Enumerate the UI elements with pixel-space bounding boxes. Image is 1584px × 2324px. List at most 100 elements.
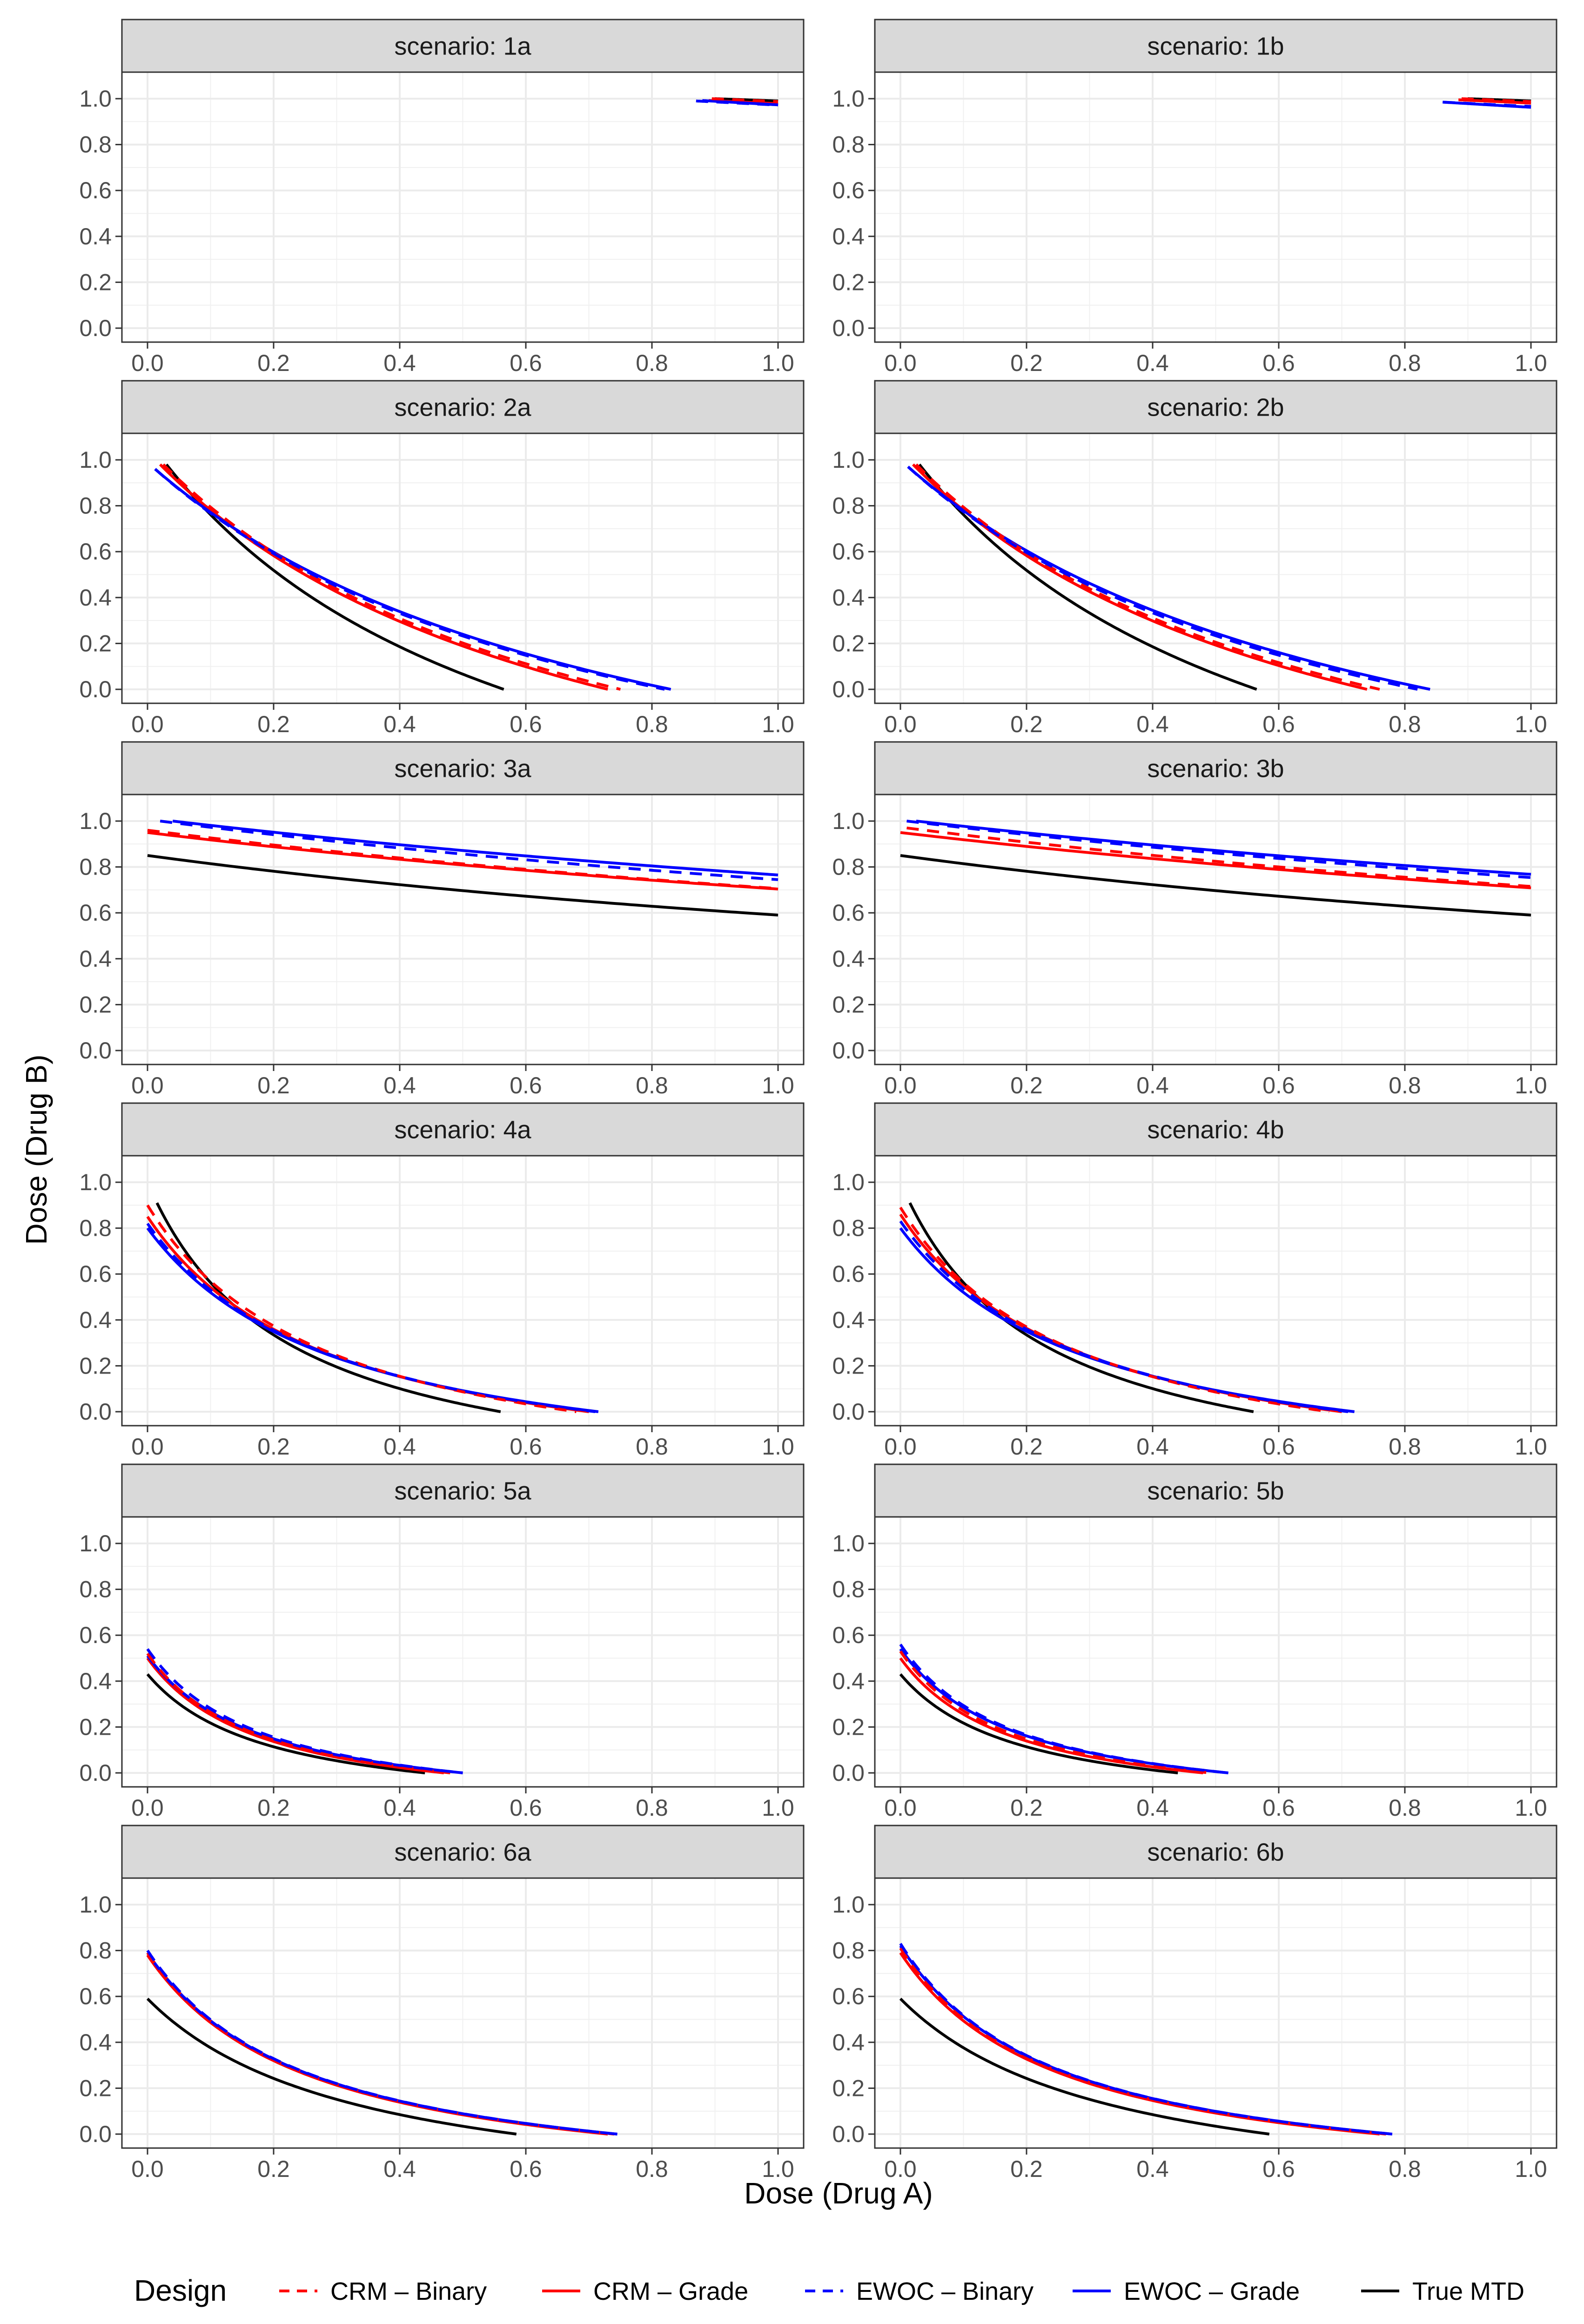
facet-strip: [121, 1825, 805, 1879]
y-tick-label: 0.2: [79, 1353, 112, 1379]
facet-strip-label: scenario: 3b: [1147, 755, 1284, 783]
x-tick-label: 0.0: [884, 711, 917, 737]
y-tick-label: 1.0: [832, 1169, 865, 1195]
x-tick-label: 0.0: [884, 2156, 917, 2182]
axes: 0.0 0.2 0.4 0.6 0.8 1.0 0.0 0.2 0.4 0.6 0.8 1.0: [832, 447, 1547, 737]
panel-border: [874, 1155, 1557, 1427]
y-tick-label: 0.6: [832, 1983, 865, 2009]
x-tick-label: 1.0: [762, 350, 794, 376]
x-tick-label: 0.0: [884, 1072, 917, 1098]
y-tick-label: 0.8: [79, 1215, 112, 1241]
x-tick-label: 0.4: [1136, 711, 1169, 737]
y-tick-label: 0.8: [79, 132, 112, 158]
y-tick-label: 0.0: [79, 315, 112, 341]
y-tick-label: 0.0: [79, 1760, 112, 1786]
y-tick-label: 0.8: [832, 1576, 865, 1603]
y-tick-label: 0.0: [79, 1037, 112, 1064]
y-tick-label: 0.8: [79, 493, 112, 519]
x-tick-label: 0.4: [383, 350, 416, 376]
facet-panel-1b: scenario: 1b0.00.20.40.60.81.00.0 0.2 0.4 0…: [832, 19, 1557, 376]
legend-label: True MTD: [1412, 2277, 1524, 2305]
series-line-true-mtd: [147, 854, 779, 916]
x-tick-label: 0.8: [1389, 350, 1421, 376]
series-curves: [147, 820, 779, 916]
facet-panel-2b: scenario: 2b0.00.20.40.60.81.00.0 0.2 0.4 0…: [832, 380, 1557, 737]
legend-item-crm-binary: CRM – Binary: [279, 2277, 487, 2305]
y-tick-label: 0.2: [832, 1714, 865, 1740]
axes: 0.0 0.2 0.4 0.6 0.8 1.0 0.0 0.2 0.4 0.6 0.8 1.0: [832, 1169, 1547, 1460]
x-tick-label: 0.0: [131, 2156, 164, 2182]
facet-strip-label: scenario: 2b: [1147, 394, 1284, 422]
axes: 0.0 0.2 0.4 0.6 0.8 1.0 0.0 0.2 0.4 0.6 0.8 1.0: [832, 86, 1547, 376]
x-tick-label: 0.0: [884, 1434, 917, 1460]
y-tick-label: 0.2: [832, 269, 865, 295]
y-tick-label: 0.6: [79, 539, 112, 565]
x-tick-label: 0.6: [510, 1795, 542, 1821]
x-tick-label: 0.2: [257, 1795, 290, 1821]
series-line-crm-grade: [899, 1657, 1203, 1774]
y-tick-label: 0.8: [79, 1576, 112, 1603]
y-tick-label: 0.2: [79, 1714, 112, 1740]
x-tick-label: 0.2: [1010, 1795, 1043, 1821]
y-tick-label: 1.0: [79, 447, 112, 473]
series-line-crm-binary: [899, 1650, 1210, 1774]
y-tick-label: 0.2: [832, 1353, 865, 1379]
series-line-ewoc-grade: [916, 820, 1531, 876]
y-tick-label: 0.6: [832, 539, 865, 565]
gridlines: [875, 433, 1557, 703]
series-line-true-mtd: [899, 1997, 1270, 2135]
series-line-crm-binary: [146, 1204, 577, 1413]
series-line-true-mtd: [918, 464, 1257, 691]
x-tick-label: 0.6: [1262, 2156, 1295, 2182]
facet-panel-6a: scenario: 6a0.00.20.40.60.81.00.0 0.2 0.4 0…: [79, 1825, 805, 2182]
panel-border: [874, 1516, 1557, 1788]
series-line-crm-grade: [900, 831, 1531, 889]
gridlines: [875, 1878, 1557, 2148]
panel-border: [121, 794, 805, 1065]
x-tick-label: 0.2: [257, 1072, 290, 1098]
x-tick-label: 0.6: [1262, 1434, 1295, 1460]
facet-strip-label: scenario: 1b: [1147, 33, 1284, 61]
x-tick-label: 0.4: [383, 711, 416, 737]
y-tick-label: 0.6: [79, 177, 112, 203]
x-tick-label: 0.0: [131, 1434, 164, 1460]
x-tick-label: 0.8: [1389, 1072, 1421, 1098]
facet-strip: [874, 380, 1557, 434]
y-tick-label: 0.6: [832, 177, 865, 203]
series-curves: [1443, 97, 1531, 109]
x-tick-label: 0.8: [636, 2156, 668, 2182]
facet-strip-label: scenario: 1a: [394, 33, 531, 61]
series-line-ewoc-binary: [906, 820, 1531, 879]
y-tick-label: 0.0: [832, 1037, 865, 1064]
y-tick-label: 0.8: [832, 854, 865, 880]
series-line-crm-binary: [899, 1206, 1329, 1413]
facet-strip: [121, 1463, 805, 1518]
series-line-crm-binary: [162, 463, 621, 691]
series-curves: [899, 1943, 1393, 2135]
y-tick-label: 1.0: [832, 447, 865, 473]
gridlines: [122, 433, 804, 703]
y-tick-label: 1.0: [832, 1892, 865, 1918]
y-tick-label: 1.0: [79, 1530, 112, 1556]
facet-panel-6b: scenario: 6b0.00.20.40.60.81.00.0 0.2 0.4 0…: [832, 1825, 1557, 2182]
gridlines: [122, 1156, 804, 1426]
x-tick-label: 0.8: [1389, 2156, 1421, 2182]
legend-label: EWOC – Binary: [856, 2277, 1034, 2305]
panel-border: [874, 432, 1557, 704]
gridlines: [122, 1878, 804, 2148]
series-curves: [146, 1949, 617, 2135]
facet-strip: [121, 19, 805, 73]
facet-panel-2a: scenario: 2a0.00.20.40.60.81.00.0 0.2 0.4 0…: [79, 380, 805, 737]
x-tick-label: 0.2: [1010, 1072, 1043, 1098]
y-tick-label: 1.0: [79, 808, 112, 834]
facet-panel-5b: scenario: 5b0.00.20.40.60.81.00.0 0.2 0.4 0…: [832, 1463, 1557, 1821]
series-line-true-mtd: [155, 1202, 501, 1413]
y-tick-label: 0.2: [79, 2075, 112, 2101]
x-tick-label: 0.8: [1389, 711, 1421, 737]
series-line-true-mtd: [899, 1673, 1178, 1774]
x-tick-label: 0.6: [510, 1434, 542, 1460]
facet-strip-label: scenario: 6a: [394, 1839, 531, 1866]
y-tick-label: 0.6: [79, 1261, 112, 1287]
x-tick-label: 0.4: [1136, 350, 1169, 376]
y-tick-label: 1.0: [832, 1530, 865, 1556]
